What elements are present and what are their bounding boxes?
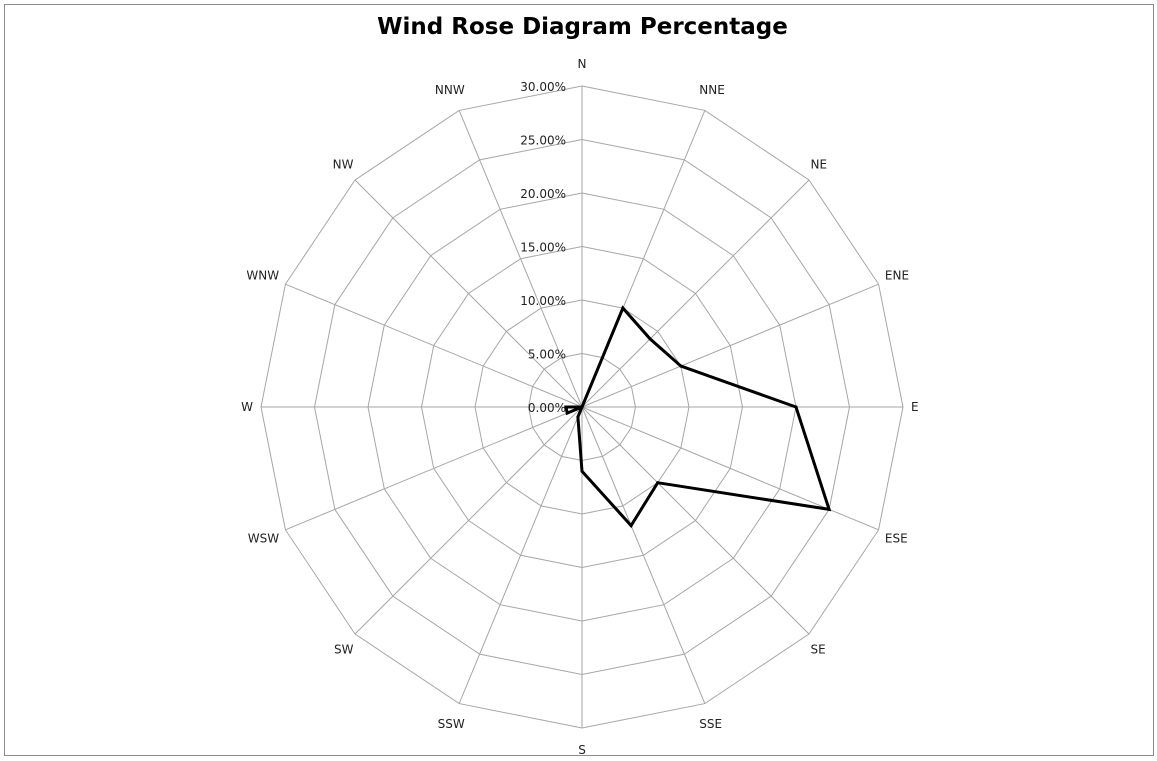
data-point-se [656, 481, 660, 485]
data-point-w [564, 405, 568, 409]
spoke-wnw [285, 283, 583, 408]
direction-label-sw: SW [334, 643, 354, 657]
spoke-ne [581, 179, 810, 408]
spoke-nw [354, 179, 583, 408]
direction-label-se: SE [811, 643, 826, 657]
data-point-nne [621, 306, 625, 310]
spoke-wsw [285, 406, 583, 531]
data-point-ene [679, 364, 683, 368]
spoke-ssw [458, 406, 583, 704]
data-point-sse [629, 524, 633, 528]
tick-label: 30.00% [520, 80, 566, 94]
data-point-nnw [580, 405, 584, 409]
direction-label-s: S [578, 743, 586, 757]
direction-label-ne: NE [811, 157, 828, 171]
direction-label-nw: NW [333, 157, 354, 171]
tick-label: 25.00% [520, 134, 566, 148]
data-point-e [794, 405, 798, 409]
direction-label-wsw: WSW [248, 531, 279, 545]
direction-label-sse: SSE [699, 717, 722, 731]
chart-title: Wind Rose Diagram Percentage [377, 14, 788, 40]
direction-label-e: E [911, 400, 919, 414]
data-point-wsw [565, 411, 569, 415]
direction-label-ene: ENE [885, 269, 909, 283]
spoke-se [581, 406, 810, 635]
direction-label-ese: ESE [885, 531, 908, 545]
direction-label-wnw: WNW [246, 269, 279, 283]
tick-label: 0.00% [528, 401, 566, 415]
tick-label: 15.00% [520, 241, 566, 255]
tick-label: 10.00% [520, 294, 566, 308]
direction-label-w: W [241, 400, 253, 414]
direction-label-nne: NNE [699, 83, 725, 97]
spoke-ese [581, 406, 879, 531]
direction-label-nnw: NNW [435, 83, 465, 97]
series-line [564, 305, 832, 529]
spoke-sw [354, 406, 583, 635]
tick-label: 5.00% [528, 348, 566, 362]
data-point-s [580, 469, 584, 473]
direction-label-ssw: SSW [438, 717, 465, 731]
spoke-nnw [458, 110, 583, 408]
data-point-ssw [576, 415, 580, 419]
tick-label: 20.00% [520, 187, 566, 201]
chart-frame [4, 4, 1154, 756]
direction-label-n: N [578, 57, 587, 71]
spoke-sse [581, 406, 706, 704]
spoke-ene [581, 283, 879, 408]
data-point-ese [827, 507, 831, 511]
data-point-ne [648, 337, 652, 341]
